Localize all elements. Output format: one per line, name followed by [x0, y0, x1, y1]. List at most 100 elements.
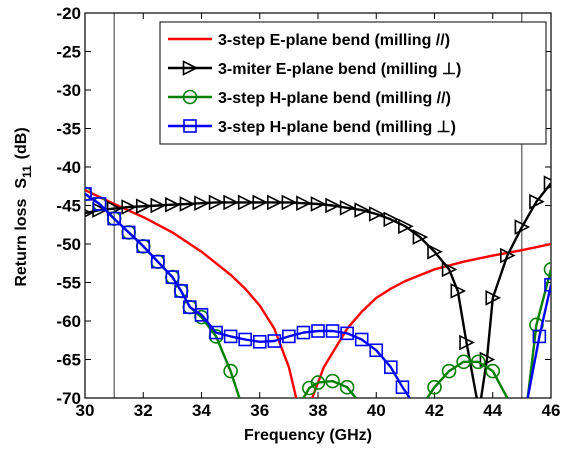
data-point	[395, 380, 410, 395]
data-point	[107, 211, 121, 226]
data-point	[252, 334, 267, 349]
data-point	[325, 324, 340, 338]
legend-entry: 3-step H-plane bend (milling //)	[218, 90, 451, 107]
data-point	[194, 308, 209, 322]
data-point	[150, 197, 167, 214]
y-tick-label: -65	[56, 351, 81, 370]
y-tick-label: -70	[56, 389, 81, 408]
axis-labels: Frequency (GHz) Return lossS11(dB)	[13, 127, 372, 444]
series-line	[302, 379, 357, 398]
x-axis-title: Frequency (GHz)	[244, 427, 372, 444]
data-point	[441, 261, 458, 278]
data-point	[514, 219, 531, 235]
y-tick-label: -20	[56, 4, 81, 23]
data-point	[223, 363, 238, 379]
legend-entry: 3-miter E-plane bend (milling ⊥)	[218, 61, 461, 78]
data-point	[174, 284, 188, 298]
legend-marker	[182, 60, 199, 76]
data-point	[183, 300, 197, 314]
data-point	[340, 326, 354, 341]
data-point	[282, 329, 296, 344]
data-point	[252, 194, 269, 211]
data-point	[412, 229, 429, 245]
data-point	[267, 194, 283, 211]
legend-entry: 3-step E-plane bend (milling //)	[218, 32, 450, 49]
x-tick-label: 32	[134, 401, 153, 420]
series-1	[85, 189, 551, 398]
data-point	[92, 197, 107, 211]
data-point	[500, 247, 516, 264]
y-tick-label: -40	[56, 158, 81, 177]
x-tick-label: 46	[542, 401, 561, 420]
y-tick-label: -45	[56, 197, 81, 216]
data-point	[223, 194, 239, 211]
data-point	[310, 375, 326, 390]
data-point	[296, 195, 312, 211]
series-line	[311, 242, 551, 398]
series-line	[85, 189, 298, 398]
data-point	[135, 198, 152, 215]
y-tick-label: -35	[56, 120, 81, 139]
data-point	[543, 262, 551, 277]
data-point	[441, 363, 457, 379]
data-point	[310, 196, 327, 212]
y-tick-label: -50	[56, 235, 81, 254]
y-tick-label: -55	[56, 274, 81, 293]
x-tick-label: 42	[425, 401, 444, 420]
legend-entry: 3-step H-plane bend (milling ⊥)	[218, 119, 456, 136]
series-line	[479, 182, 551, 398]
plot-area	[85, 175, 551, 398]
data-point	[208, 194, 225, 211]
data-point	[427, 379, 442, 395]
data-point	[296, 325, 311, 340]
series-4	[85, 187, 551, 398]
data-point	[544, 278, 551, 292]
data-point	[470, 354, 486, 370]
data-point	[479, 351, 496, 368]
data-point	[165, 270, 180, 284]
data-point	[267, 334, 282, 348]
series-2	[85, 175, 551, 398]
legend: 3-step E-plane bend (milling //) 3-miter …	[159, 21, 547, 145]
data-point	[325, 373, 340, 389]
data-point	[325, 197, 341, 214]
data-point	[427, 243, 443, 260]
x-tick-label: 36	[250, 401, 269, 420]
y-tick-label: -25	[56, 43, 81, 62]
series-line	[85, 201, 478, 398]
y-tick-label: -60	[56, 312, 81, 331]
data-point	[383, 211, 400, 228]
x-tick-label: 38	[309, 401, 328, 420]
data-point	[354, 202, 370, 218]
series-line	[526, 284, 551, 398]
data-point	[354, 332, 369, 347]
data-point	[398, 218, 414, 235]
data-point	[209, 325, 223, 340]
data-point	[450, 283, 467, 299]
data-point	[368, 206, 385, 222]
data-point	[311, 324, 325, 338]
legend-marker	[183, 119, 197, 133]
x-tick-label: 40	[367, 401, 386, 420]
series-line	[526, 269, 551, 398]
data-point	[121, 199, 137, 215]
data-point	[238, 332, 252, 347]
x-tick-label: 30	[76, 401, 95, 420]
data-point	[237, 194, 254, 211]
data-point	[529, 193, 545, 210]
data-point	[165, 196, 181, 213]
data-point	[281, 194, 298, 211]
data-point	[459, 334, 475, 351]
data-point	[384, 360, 398, 375]
y-axis-title: Return lossS11(dB)	[13, 127, 34, 286]
series-line	[426, 360, 509, 398]
data-point	[151, 254, 165, 269]
data-point	[456, 354, 471, 370]
data-point	[121, 225, 136, 240]
data-point	[136, 239, 151, 254]
legend-marker	[182, 89, 198, 105]
data-point	[369, 343, 384, 358]
data-point	[194, 195, 210, 211]
data-point	[532, 329, 547, 344]
